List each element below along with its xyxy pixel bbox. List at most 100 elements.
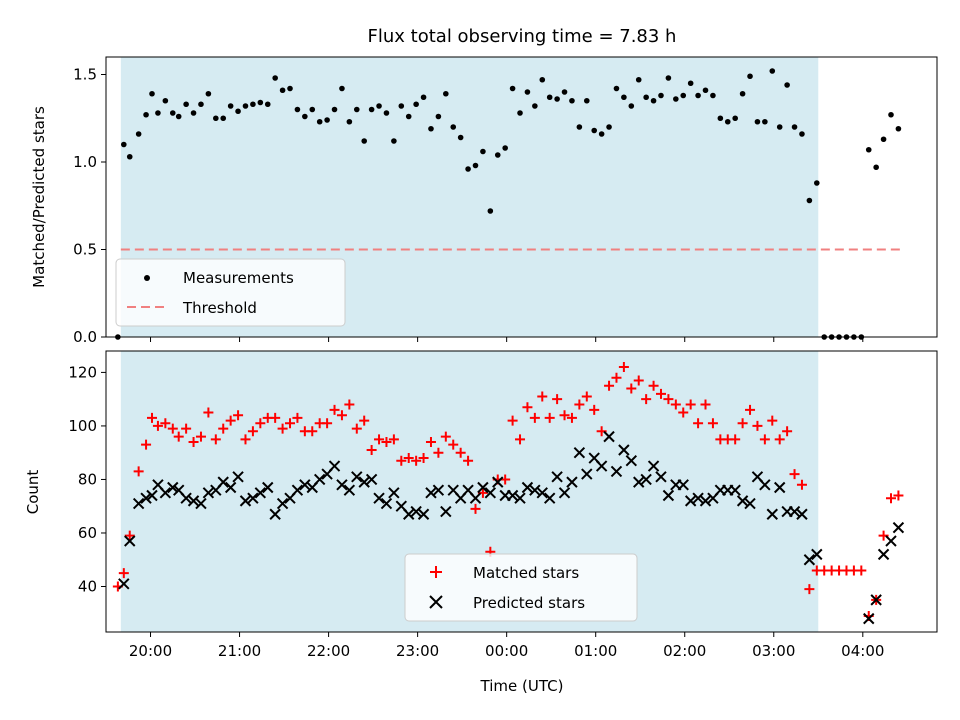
bottom-xtick-label: 20:00: [129, 642, 172, 660]
measurement-point: [175, 113, 182, 120]
measurement-point: [324, 117, 330, 123]
measurement-point: [420, 94, 427, 101]
matched-star-point: [188, 436, 199, 447]
predicted-star-point: [692, 492, 704, 504]
bottom-ytick-label: 100: [68, 417, 97, 435]
measurement-point: [316, 118, 323, 125]
predicted-star-point: [610, 465, 623, 478]
legend-predicted-label: Predicted stars: [473, 594, 585, 612]
measurement-point: [149, 90, 155, 97]
measurement-point: [784, 82, 790, 88]
measurement-point: [532, 103, 538, 109]
bottom-xtick-label: 04:00: [841, 642, 884, 660]
measurement-point: [814, 180, 820, 186]
matched-star-point: [730, 434, 741, 445]
measurement-point: [561, 89, 568, 95]
matched-star-point: [604, 380, 615, 391]
bottom-xtick-label: 00:00: [485, 642, 528, 660]
measurement-point: [747, 73, 753, 80]
matched-star-point: [759, 434, 770, 445]
predicted-star-point: [558, 487, 571, 499]
matched-star-point: [745, 404, 756, 415]
matched-star-point: [336, 410, 347, 421]
measurement-point: [435, 113, 442, 120]
matched-star-point: [240, 434, 251, 445]
top-frame: [105, 56, 938, 338]
matched-star-point: [678, 407, 689, 418]
measurement-point: [480, 148, 486, 155]
bottom-xtick-label: 23:00: [396, 642, 439, 660]
measurement-point: [554, 96, 560, 102]
matched-star-point: [141, 439, 152, 450]
measurement-point: [143, 111, 149, 118]
matched-star-point: [626, 383, 637, 394]
predicted-star-point: [146, 489, 158, 502]
measurement-point: [576, 124, 583, 130]
predicted-star-point: [811, 548, 823, 561]
top-legend-box: [115, 258, 346, 327]
legend-matched-label: Matched stars: [473, 564, 579, 582]
matched-star-point: [767, 415, 778, 426]
measurement-point: [509, 85, 516, 92]
measurement-point: [450, 124, 457, 130]
matched-star-point: [160, 418, 171, 429]
predicted-star-point: [254, 487, 267, 499]
matched-star-point: [782, 426, 793, 437]
matched-star-point: [152, 420, 163, 431]
matched-star-point: [203, 407, 214, 418]
matched-star-point: [448, 439, 459, 450]
predicted-star-point: [677, 479, 689, 491]
predicted-star-point: [543, 492, 556, 504]
measurement-point: [487, 208, 494, 214]
matched-star-point: [195, 431, 206, 442]
predicted-star-point: [343, 484, 356, 496]
measurement-point: [279, 87, 286, 94]
matched-star-point: [351, 423, 362, 434]
predicted-star-point: [618, 444, 630, 456]
predicted-star-point: [410, 505, 422, 518]
measurement-point: [606, 124, 612, 130]
matched-star-point: [403, 453, 414, 464]
matched-star-point: [611, 372, 622, 383]
measurement-point: [465, 166, 471, 172]
predicted-star-point: [736, 495, 749, 507]
bottom-xtick-label: 02:00: [663, 642, 706, 660]
matched-star-point: [359, 415, 370, 426]
measurement-point: [183, 101, 189, 108]
bottom-ylabel: Count: [24, 470, 42, 515]
top-ytick-label: 1.0: [73, 153, 97, 171]
predicted-star-point: [224, 481, 237, 494]
matched-star-point: [147, 412, 158, 423]
matched-star-point: [381, 436, 392, 447]
matched-star-point: [878, 530, 889, 541]
legend-matched-marker: [430, 566, 442, 578]
measurement-point: [190, 110, 197, 116]
matched-star-point: [181, 423, 192, 434]
predicted-star-point: [566, 476, 578, 488]
measurement-point: [302, 113, 308, 120]
matched-star-point: [663, 394, 674, 405]
predicted-star-point: [655, 471, 667, 483]
matched-star-point: [685, 399, 696, 410]
predicted-star-point: [633, 476, 645, 488]
measurement-point: [250, 101, 256, 108]
measurement-point: [368, 106, 375, 113]
measurement-point: [754, 118, 761, 125]
predicted-star-point: [167, 481, 179, 494]
bottom-ytick-label: 120: [68, 363, 97, 381]
matched-star-point: [544, 412, 555, 423]
matched-star-point: [529, 412, 540, 423]
matched-star-point: [292, 412, 303, 423]
matched-star-point: [566, 412, 577, 423]
matched-star-point: [641, 394, 652, 405]
matched-star-point: [574, 399, 585, 410]
predicted-star-point: [358, 476, 370, 488]
matched-star-point: [618, 362, 629, 373]
predicted-star-point: [603, 430, 615, 443]
measurement-point: [888, 111, 894, 118]
measurement-point: [650, 97, 657, 104]
measurement-point: [121, 141, 127, 148]
bottom-xtick-label: 21:00: [218, 642, 261, 660]
measurement-point: [155, 110, 161, 116]
matched-star-point: [796, 479, 807, 490]
